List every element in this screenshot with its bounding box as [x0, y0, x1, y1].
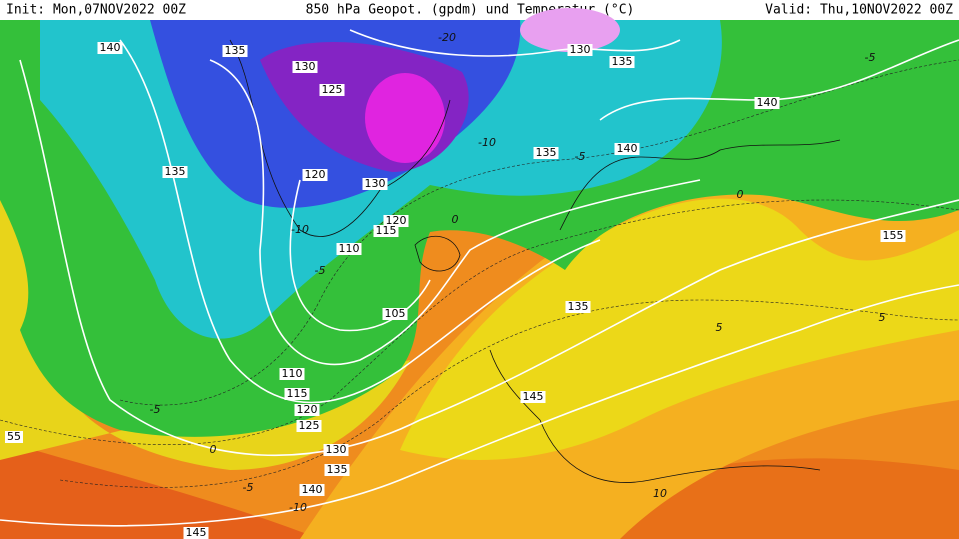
label-background: [279, 368, 305, 380]
label-background: [567, 44, 593, 56]
geopotential-label: 130: [295, 60, 316, 73]
temperature-label: 10: [653, 487, 667, 500]
geopotential-label: 120: [386, 214, 407, 227]
label-background: [336, 243, 362, 255]
label-background: [284, 388, 310, 400]
label-background: [97, 42, 123, 54]
geopotential-label: 140: [302, 483, 323, 496]
geopotential-label: 135: [225, 44, 246, 57]
label-background: [183, 527, 209, 539]
geopotential-isoline: [209, 59, 701, 366]
geopotential-label: 145: [186, 526, 207, 539]
label-background: [382, 308, 408, 320]
geopotential-label: 115: [376, 224, 397, 237]
temperature-label: -5: [575, 150, 586, 163]
geopotential-label: 125: [322, 83, 343, 96]
temperature-label: 0: [452, 213, 459, 226]
temperature-isoline: [0, 199, 959, 445]
label-background: [222, 45, 248, 57]
label-background: [302, 169, 328, 181]
coastline: [489, 349, 821, 483]
geopotential-label: 120: [297, 403, 318, 416]
geopotential-label: 110: [339, 242, 360, 255]
temperature-label: 0: [210, 443, 217, 456]
coastline: [559, 139, 841, 231]
label-background: [162, 166, 188, 178]
geopotential-label: 115: [287, 387, 308, 400]
field-light-purple: [520, 8, 620, 52]
label-background: [324, 464, 350, 476]
label-background: [754, 97, 780, 109]
temperature-isoline: [59, 299, 959, 488]
label-background: [319, 84, 345, 96]
temperature-label: 5: [716, 321, 723, 334]
label-background: [296, 420, 322, 432]
geopotential-label: 135: [612, 55, 633, 68]
geopotential-label: 135: [165, 165, 186, 178]
label-background: [323, 444, 349, 456]
label-background: [383, 215, 409, 227]
temperature-label: -10: [291, 223, 309, 236]
temperature-label: -5: [315, 264, 326, 277]
label-background: [520, 391, 546, 403]
temperature-label: 5: [879, 311, 886, 324]
geopotential-label: 130: [326, 443, 347, 456]
temperature-label: -10: [478, 136, 496, 149]
geopotential-label: 135: [536, 146, 557, 159]
geopotential-label: 105: [385, 307, 406, 320]
geopotential-label: 135: [327, 463, 348, 476]
geopotential-label: 130: [365, 177, 386, 190]
valid-time: Valid: Thu,10NOV2022 00Z: [765, 3, 953, 18]
temperature-isolines: [0, 59, 959, 488]
label-background: [614, 143, 640, 155]
label-background: [294, 404, 320, 416]
temperature-label: -20: [438, 31, 456, 44]
label-background: [5, 431, 23, 443]
geopotential-label: 155: [883, 229, 904, 242]
temperature-label: -5: [150, 403, 161, 416]
geopotential-label: 140: [757, 96, 778, 109]
temperature-isoline: [119, 59, 959, 406]
label-background: [292, 61, 318, 73]
geopotential-isolines: [0, 29, 959, 527]
geopotential-isoline: [0, 284, 959, 527]
label-background: [609, 56, 635, 68]
geopotential-label: 145: [523, 390, 544, 403]
field-deep-orange: [560, 458, 959, 539]
header-bar: [0, 0, 959, 20]
temperature-label: -10: [289, 501, 307, 514]
label-background: [533, 147, 559, 159]
temperature-label: -5: [865, 51, 876, 64]
geopotential-isoline: [349, 29, 681, 57]
geopotential-label: 125: [299, 419, 320, 432]
temperature-field: [0, 8, 959, 539]
field-magenta: [365, 73, 445, 163]
geopotential-label: 130: [570, 43, 591, 56]
geopotential-label: 120: [305, 168, 326, 181]
label-background: [362, 178, 388, 190]
geopotential-label: 140: [617, 142, 638, 155]
geopotential-isoline: [289, 179, 431, 332]
label-background: [373, 225, 399, 237]
geopotential-label: 135: [568, 300, 589, 313]
label-background: [880, 230, 906, 242]
geopotential-label: 55: [7, 430, 21, 443]
init-time: Init: Mon,07NOV2022 00Z: [6, 3, 186, 18]
geopotential-label: 140: [100, 41, 121, 54]
label-background: [299, 484, 325, 496]
coastline: [414, 236, 461, 272]
label-background: [565, 301, 591, 313]
coastlines: [229, 39, 841, 483]
temperature-label: -5: [243, 481, 254, 494]
temperature-label: 0: [737, 188, 744, 201]
geopotential-isoline: [19, 59, 959, 457]
geopotential-label: 110: [282, 367, 303, 380]
field-deep-orange: [0, 440, 320, 539]
